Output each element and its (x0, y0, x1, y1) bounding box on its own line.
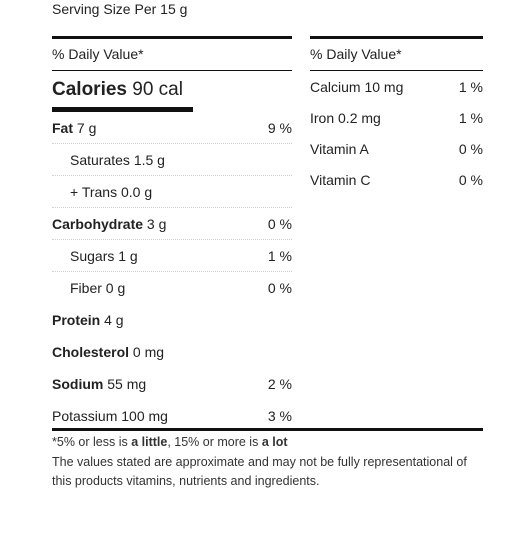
nutrient-amount: 0.0 g (120, 183, 153, 200)
calories-row: Calories 90 cal (52, 71, 292, 107)
nutrient-name: Cholesterol (52, 344, 130, 360)
mineral-row-iron: Iron 0.2 mg 1 % (310, 102, 483, 133)
nutrient-name: + Trans (70, 183, 118, 200)
nutrient-name: Potassium (52, 408, 118, 424)
nutrient-row-cholesterol: Cholesterol 0 mg (52, 336, 292, 368)
vitamin-name: Vitamin C (310, 171, 371, 188)
nutrient-amount: 0 mg (132, 344, 165, 360)
vitamins-column: % Daily Value* Calcium 10 mg 1 % Iron 0.… (310, 36, 483, 195)
mineral-name: Calcium (310, 78, 361, 95)
note-text: *5% or less is (52, 435, 132, 449)
nutrient-row-protein: Protein 4 g (52, 304, 292, 336)
nutrient-dv: 0 % (267, 215, 292, 232)
nutrient-row-trans: + Trans 0.0 g (52, 176, 292, 208)
nutrient-row-fiber: Fiber 0 g 0 % (52, 272, 292, 304)
vitamin-dv: 0 % (458, 171, 483, 188)
nutrient-row-fat: Fat 7 g 9 % (52, 112, 292, 144)
nutrient-dv: 2 % (267, 376, 292, 392)
nutrient-name: Fat (52, 119, 73, 136)
nutrient-amount: 4 g (104, 312, 124, 328)
nutrient-row-carbohydrate: Carbohydrate 3 g 0 % (52, 208, 292, 240)
vitamin-row-a: Vitamin A 0 % (310, 133, 483, 164)
nutrient-amount: 7 g (76, 119, 97, 136)
vitamin-row-c: Vitamin C 0 % (310, 164, 483, 195)
daily-value-note: *5% or less is a little, 15% or more is … (52, 433, 483, 452)
nutrient-row-potassium: Potassium 100 mg 3 % (52, 400, 292, 432)
nutrient-dv: 0 % (267, 280, 292, 296)
calories-divider (52, 107, 193, 112)
note-emphasis-lot: a lot (261, 435, 288, 449)
daily-value-header: % Daily Value* (52, 39, 292, 71)
nutrient-amount: 1.5 g (133, 151, 165, 168)
nutrient-name: Protein (52, 312, 101, 328)
nutrient-row-saturates: Saturates 1.5 g (52, 144, 292, 176)
nutrient-dv: 3 % (267, 408, 292, 424)
nutrient-amount: 1 g (118, 247, 138, 264)
nutrient-dv: 1 % (267, 247, 292, 264)
note-text: , 15% or more is (167, 435, 262, 449)
nutrient-name: Carbohydrate (52, 215, 144, 232)
nutrient-name: Sodium (52, 376, 104, 392)
mineral-name: Iron (310, 109, 335, 126)
nutrient-name: Fiber (70, 280, 102, 296)
calories-label: Calories (52, 79, 127, 100)
nutrient-dv: 9 % (267, 119, 292, 136)
mineral-amount: 10 mg (364, 78, 404, 95)
note-emphasis-little: a little (131, 435, 168, 449)
nutrient-name: Saturates (70, 151, 130, 168)
nutrient-row-sugars: Sugars 1 g 1 % (52, 240, 292, 272)
nutrient-amount: 0 g (105, 280, 126, 296)
daily-value-header: % Daily Value* (310, 39, 483, 71)
nutrient-name: Sugars (70, 247, 115, 264)
nutrient-row-sodium: Sodium 55 mg 2 % (52, 368, 292, 400)
nutrient-amount: 3 g (146, 215, 167, 232)
label-footer: *5% or less is a little, 15% or more is … (52, 428, 483, 491)
vitamin-dv: 0 % (458, 140, 483, 157)
mineral-amount: 0.2 mg (338, 109, 381, 126)
vitamin-name: Vitamin A (310, 140, 369, 157)
nutrient-amount: 100 mg (121, 408, 168, 424)
mineral-dv: 1 % (458, 78, 483, 95)
nutrients-column: % Daily Value* Calories 90 cal Fat 7 g 9… (52, 36, 292, 432)
serving-size: Serving Size Per 15 g (52, 1, 188, 17)
disclaimer-text: The values stated are approximate and ma… (52, 455, 467, 488)
nutrient-amount: 55 mg (107, 376, 147, 392)
mineral-row-calcium: Calcium 10 mg 1 % (310, 71, 483, 102)
mineral-dv: 1 % (458, 109, 483, 126)
calories-value: 90 cal (132, 79, 183, 100)
